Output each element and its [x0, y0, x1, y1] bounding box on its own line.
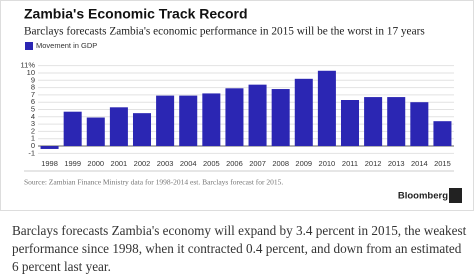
y-tick-label: 11% — [21, 61, 36, 70]
y-tick-label: 0 — [31, 141, 35, 150]
y-tick-label: 5 — [31, 104, 35, 113]
x-tick-label: 2015 — [434, 159, 451, 168]
bar — [86, 117, 105, 147]
bar — [156, 95, 175, 147]
bar — [40, 146, 59, 149]
x-tick-label: 2012 — [365, 159, 382, 168]
bar — [387, 97, 406, 147]
y-tick-label: 2 — [31, 126, 35, 135]
x-tick-label: 2006 — [226, 159, 243, 168]
credit: Bloomberg — [398, 191, 448, 202]
x-tick-label: 2009 — [295, 159, 312, 168]
bar — [271, 89, 290, 147]
article-text: Barclays forecasts Zambia's economy will… — [12, 223, 467, 274]
x-tick-label: 2007 — [249, 159, 266, 168]
x-tick-label: 2001 — [111, 159, 128, 168]
y-tick-label: 8 — [31, 83, 35, 92]
y-tick-label: 10 — [27, 68, 35, 77]
x-tick-label: 2014 — [411, 159, 428, 168]
bar — [433, 121, 452, 147]
bar — [410, 102, 429, 147]
bar — [294, 78, 313, 147]
x-tick-label: 2003 — [157, 159, 174, 168]
chart-title: Zambia's Economic Track Record — [24, 6, 248, 22]
bar — [202, 93, 221, 147]
y-tick-label: 7 — [31, 90, 35, 99]
y-tick-label: 4 — [31, 112, 35, 121]
bar — [364, 97, 383, 147]
bar — [63, 111, 82, 147]
y-tick-label: 1 — [31, 134, 35, 143]
bar — [248, 84, 267, 147]
bar — [317, 70, 336, 147]
x-tick-label: 2002 — [134, 159, 151, 168]
bar — [109, 107, 128, 147]
credit-icon — [449, 188, 462, 203]
bar — [179, 95, 198, 147]
bar — [340, 100, 360, 147]
x-tick-label: 2005 — [203, 159, 220, 168]
chart: Zambia's Economic Track Record Barclays … — [0, 0, 474, 211]
x-tick-label: 2013 — [388, 159, 405, 168]
x-tick-label: 2000 — [87, 159, 104, 168]
legend-swatch — [25, 42, 33, 50]
x-tick-label: 2008 — [272, 159, 289, 168]
x-tick-label: 2011 — [342, 159, 358, 168]
chart-source: Source: Zambian Finance Ministry data fo… — [24, 178, 283, 187]
x-tick-label: 1998 — [41, 159, 58, 168]
bar — [132, 113, 152, 147]
x-tick-label: 2010 — [319, 159, 336, 168]
bar — [225, 88, 244, 147]
chart-subtitle: Barclays forecasts Zambia's economic per… — [24, 26, 425, 38]
y-tick-label: 6 — [31, 97, 35, 106]
x-tick-label: 2004 — [180, 159, 197, 168]
y-tick-label: -1 — [28, 148, 35, 157]
x-tick-label: 1999 — [64, 159, 81, 168]
y-tick-label: 3 — [31, 119, 35, 128]
y-tick-label: 9 — [31, 75, 35, 84]
legend-label: Movement in GDP — [36, 41, 97, 50]
